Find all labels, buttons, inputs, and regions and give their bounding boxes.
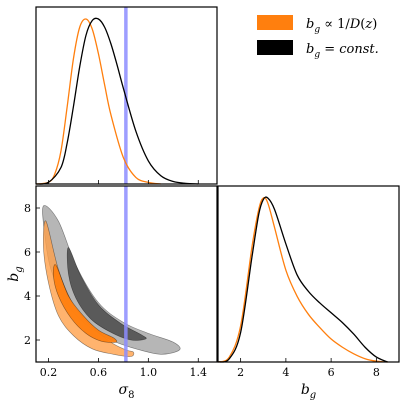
sigma8-density-const [35, 17, 199, 185]
bg-tick-label-y: 6 [24, 246, 31, 259]
sigma8-tick-label: 1.0 [140, 366, 158, 379]
legend-swatch-growth [257, 15, 293, 30]
sigma8-axis-label: σ8 [119, 382, 135, 401]
sigma8-bg-joint-panel: 0.2 0.6 1.0 1.4 2 4 6 8 σ8 bg [6, 185, 218, 401]
bg-density-const [217, 196, 388, 363]
bg-tick-label-x: 6 [328, 366, 335, 379]
bg-tick-label-y: 8 [24, 202, 31, 215]
contour-const-1-sigma [66, 247, 147, 341]
sigma8-tick-label: 1.4 [190, 366, 208, 379]
legend-label-const: bg = const. [306, 42, 379, 60]
legend: bg ∝ 1/D(z) bg = const. [257, 15, 379, 60]
top-panel-frame [35, 6, 218, 185]
contour-growth-1-sigma [53, 264, 118, 343]
sigma8-tick-label: 0.2 [40, 366, 58, 379]
bg-tick-label-y: 2 [24, 334, 31, 347]
legend-swatch-const [257, 40, 293, 55]
bg-density-growth [217, 196, 388, 363]
bg-tick-label-x: 2 [237, 366, 244, 379]
bg-tick-label-x: 8 [373, 366, 380, 379]
bg-panel-frame [217, 185, 400, 363]
legend-label-growth: bg ∝ 1/D(z) [306, 17, 377, 35]
bg-marginal-panel: 2 4 6 8 bg [217, 185, 400, 401]
bg-axis-label-x: bg [301, 382, 316, 401]
sigma8-marginal-panel [35, 6, 218, 185]
joint-panel-frame [35, 185, 218, 363]
sigma8-density-growth [35, 18, 161, 185]
bg-tick-label-x: 4 [282, 366, 289, 379]
sigma8-tick-label: 0.6 [90, 366, 108, 379]
bg-axis-label-y: bg [6, 266, 25, 281]
bg-tick-label-y: 4 [24, 290, 31, 303]
